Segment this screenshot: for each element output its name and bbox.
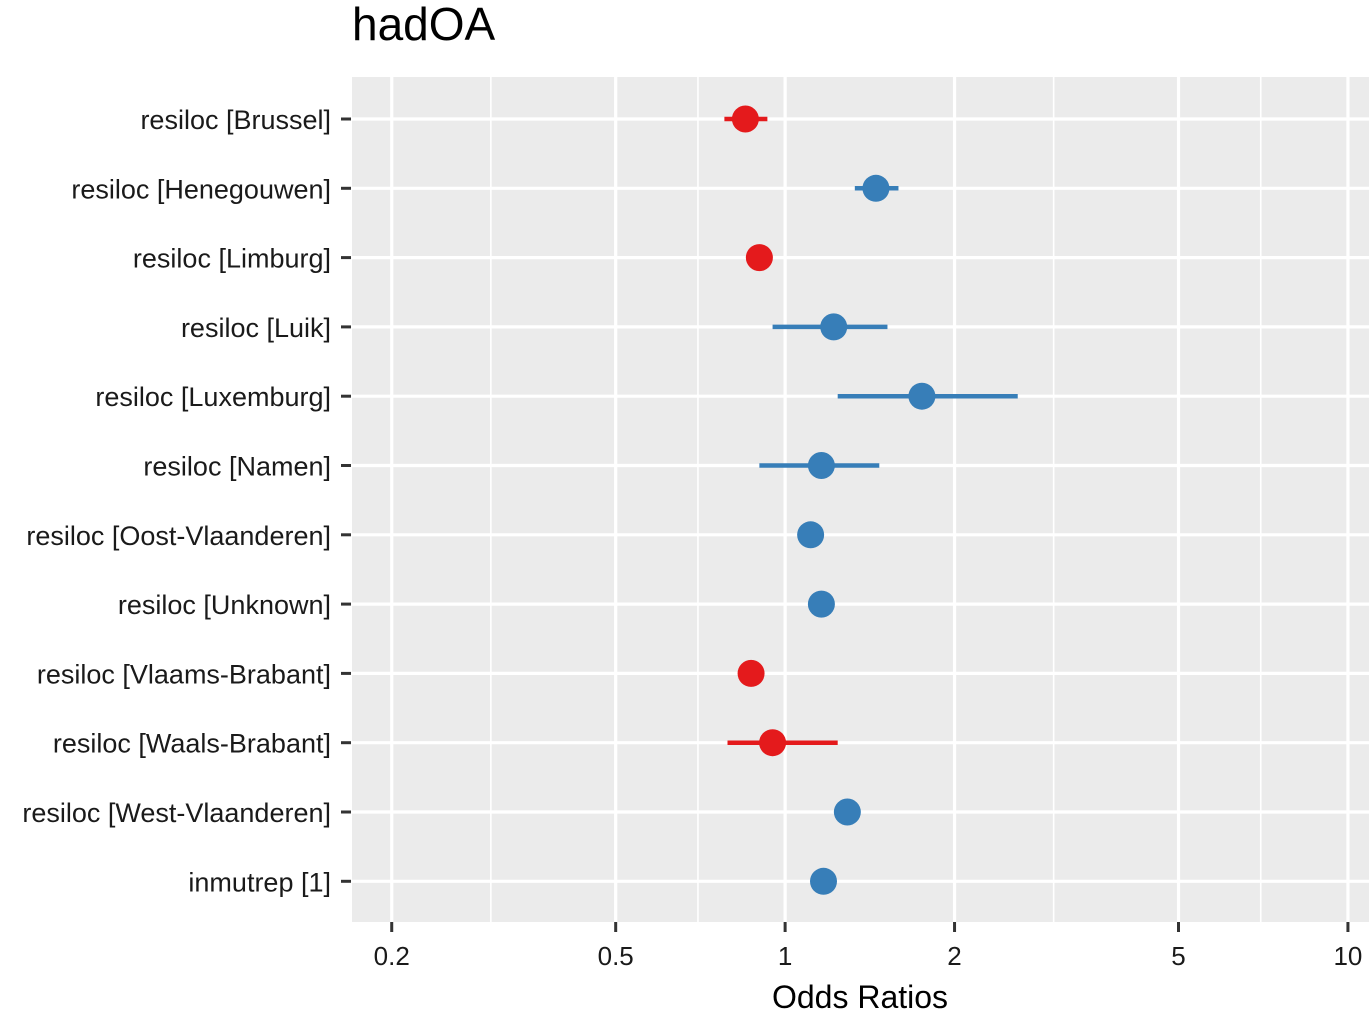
y-tick-label-10: resiloc [West-Vlaanderen]	[22, 798, 331, 828]
estimate-point-7	[807, 590, 835, 618]
estimate-point-2	[745, 244, 773, 272]
estimate-point-4	[908, 382, 936, 410]
x-tick-label-1: 0.5	[598, 941, 634, 971]
x-tick-label-4: 5	[1171, 941, 1185, 971]
y-tick-label-11: inmutrep [1]	[188, 867, 331, 897]
estimate-point-9	[759, 729, 787, 757]
y-tick-label-2: resiloc [Limburg]	[133, 244, 331, 274]
minor-gridlines	[490, 77, 1262, 922]
estimate-point-10	[833, 798, 861, 826]
estimate-point-6	[797, 521, 825, 549]
estimate-point-1	[862, 174, 890, 202]
y-tick-label-5: resiloc [Namen]	[143, 452, 331, 482]
plot-panel	[352, 77, 1369, 922]
chart-title: hadOA	[352, 0, 496, 50]
x-axis: 0.2 0.5 1 2 5 10	[374, 922, 1362, 971]
x-axis-title: Odds Ratios	[772, 979, 948, 1009]
y-tick-label-7: resiloc [Unknown]	[118, 590, 331, 620]
y-tick-label-8: resiloc [Vlaams-Brabant]	[37, 659, 331, 689]
estimate-point-5	[807, 452, 835, 479]
y-tick-label-3: resiloc [Luik]	[181, 313, 331, 343]
x-tick-label-3: 2	[947, 941, 961, 971]
y-tick-label-6: resiloc [Oost-Vlaanderen]	[26, 521, 331, 551]
y-axis: resiloc [Brussel] resiloc [Henegouwen] res…	[22, 105, 351, 897]
y-tick-label-9: resiloc [Waals-Brabant]	[53, 729, 331, 759]
y-tick-label-4: resiloc [Luxemburg]	[95, 382, 331, 412]
y-tick-label-1: resiloc [Henegouwen]	[71, 174, 331, 204]
estimate-point-3	[820, 313, 848, 341]
estimate-point-11	[809, 867, 837, 895]
x-tick-label-0: 0.2	[374, 941, 410, 971]
estimate-point-0	[731, 105, 759, 133]
data-marks	[724, 105, 1018, 895]
y-tick-label-0: resiloc [Brussel]	[140, 105, 331, 135]
x-tick-label-2: 1	[778, 941, 792, 971]
estimate-point-8	[737, 659, 765, 687]
x-tick-label-5: 10	[1333, 941, 1362, 971]
